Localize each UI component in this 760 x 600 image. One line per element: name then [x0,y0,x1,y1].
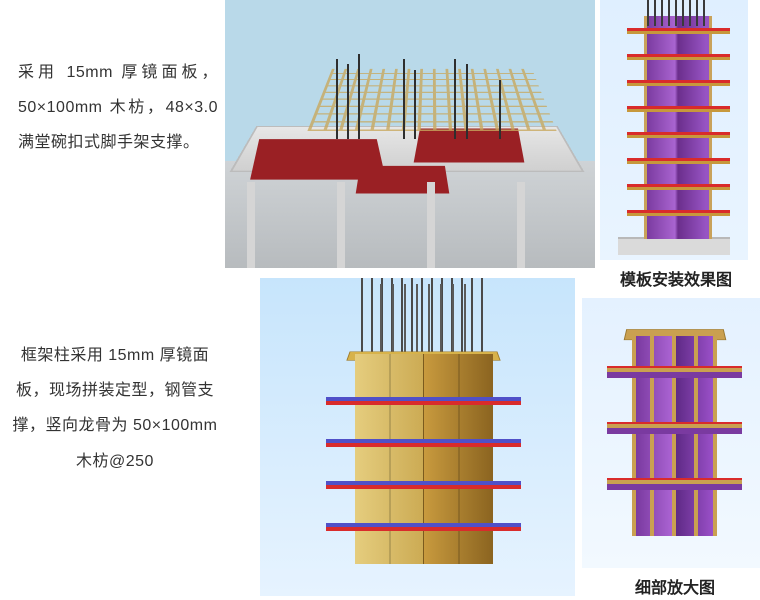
tall-column-image [600,0,748,260]
figure-tall-column [600,0,748,260]
figure-slab-render [225,0,595,268]
column-formwork-image [260,278,575,596]
description-top: 采用 15mm 厚镜面板，50×100mm 木枋，48×3.0 满堂碗扣式脚手架… [18,55,218,161]
figure-detail-enlarged [582,298,760,568]
page: 采用 15mm 厚镜面板，50×100mm 木枋，48×3.0 满堂碗扣式脚手架… [0,0,760,600]
figure-column-formwork [260,278,575,596]
caption-tall-column: 模板安装效果图 [596,266,756,290]
detail-enlarged-image [582,298,760,568]
slab-render-image [225,0,595,268]
caption-detail-enlarged: 细部放大图 [600,574,750,598]
description-bottom: 框架柱采用 15mm 厚镜面板，现场拼装定型，钢管支撑，竖向龙骨为 50×100… [10,338,220,479]
